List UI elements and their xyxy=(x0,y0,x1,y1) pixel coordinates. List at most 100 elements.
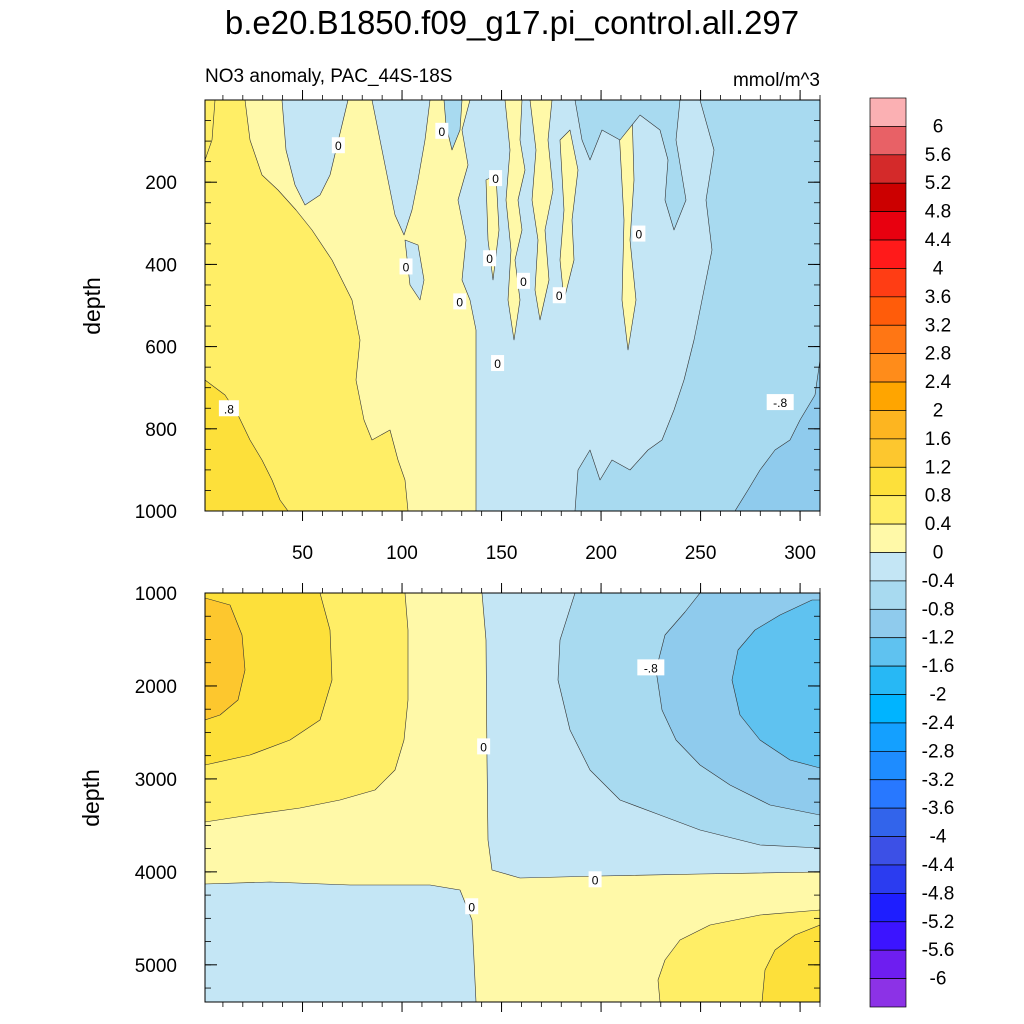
colorbar-swatch xyxy=(869,694,907,724)
colorbar-label: 2.4 xyxy=(925,372,952,393)
y-tick-label: 400 xyxy=(145,255,177,276)
y-tick-label: 200 xyxy=(145,173,177,194)
x-tick-label: 100 xyxy=(386,543,418,564)
x-tick-label: 200 xyxy=(585,543,617,564)
contour-label-bg xyxy=(766,394,794,411)
colorbar-swatch xyxy=(869,182,907,212)
colorbar-label: 0 xyxy=(933,543,944,564)
contour-label: 0 xyxy=(468,900,475,914)
colorbar-label: -3.2 xyxy=(922,770,955,791)
contour-label: 0 xyxy=(592,873,599,887)
colorbar-swatch xyxy=(869,211,907,241)
colorbar-swatch xyxy=(869,239,907,269)
upper-field-neg08 xyxy=(574,100,687,231)
colorbar-label: 2 xyxy=(933,400,944,421)
contour-label: -.8 xyxy=(773,396,787,410)
colorbar-swatch xyxy=(869,722,907,752)
contour-label-bg xyxy=(331,137,345,154)
upper-y-label: depth xyxy=(79,277,105,335)
colorbar-label: 1.2 xyxy=(925,457,951,478)
x-tick-label: 300 xyxy=(784,543,816,564)
colorbar-label: 0.4 xyxy=(925,514,952,535)
contour-label: 0 xyxy=(492,172,499,186)
colorbar-label: -5.6 xyxy=(922,940,955,961)
contour-label: 0 xyxy=(520,275,527,289)
colorbar-label: 3.2 xyxy=(925,315,951,336)
contour-label-bg xyxy=(483,250,497,267)
y-tick-label: 2000 xyxy=(135,677,177,698)
contour-label-bg xyxy=(588,871,602,888)
contour-label-bg xyxy=(477,738,491,755)
colorbar-label: 4.8 xyxy=(925,202,951,223)
contour-label: 0 xyxy=(556,289,563,303)
upper-field-pos04-patch xyxy=(205,100,216,161)
colorbar-label: 5.6 xyxy=(925,145,951,166)
contour-label: 0 xyxy=(480,740,487,754)
colorbar-swatch xyxy=(869,410,907,440)
upper-field-neg12 xyxy=(734,359,820,511)
contour-label-bg xyxy=(218,400,239,417)
contour-label: 0 xyxy=(494,357,501,371)
upper-field-blue-patch xyxy=(281,100,349,206)
y-tick-label: 600 xyxy=(145,338,177,359)
colorbar-label: -0.4 xyxy=(922,571,955,592)
upper-y-axis: 200 400 600 800 1000 xyxy=(135,99,820,523)
y-tick-label: 5000 xyxy=(135,956,177,977)
colorbar-label: -1.2 xyxy=(922,628,955,649)
colorbar-label: -2.4 xyxy=(922,713,955,734)
contour-label: 0 xyxy=(486,252,493,266)
contour-label-bg xyxy=(435,122,449,139)
chart-title: b.e20.B1850.f09_g17.pi_control.all.297 xyxy=(225,4,799,41)
contour-label: .8 xyxy=(224,402,234,416)
lower-field-pos08-se xyxy=(761,924,820,1002)
lower-contour-labels: 0 0 0 -.8 xyxy=(465,659,665,915)
colorbar-label: -2 xyxy=(930,685,947,706)
contour-label-bg xyxy=(491,355,505,372)
y-tick-label: 4000 xyxy=(135,863,177,884)
upper-field-neg08 xyxy=(574,100,820,511)
lower-y-label: depth xyxy=(78,769,104,827)
upper-field-pos04 xyxy=(205,100,409,511)
colorbar-swatch xyxy=(869,807,907,837)
colorbar-swatch xyxy=(869,665,907,695)
colorbar-swatch xyxy=(869,495,907,525)
colorbar-label: 0.8 xyxy=(925,486,951,507)
colorbar-label: -6 xyxy=(930,969,947,990)
colorbar-swatch xyxy=(869,126,907,156)
upper-x-axis: 50 100 150 200 250 300 xyxy=(222,90,821,564)
colorbar-label: 4.4 xyxy=(925,230,952,251)
colorbar-swatch xyxy=(869,381,907,411)
contour-label-bg xyxy=(632,225,646,242)
upper-field-tongue xyxy=(617,109,637,351)
colorbar-swatch xyxy=(869,154,907,184)
contour-label: 0 xyxy=(636,228,643,242)
lower-field-pos12 xyxy=(205,597,246,721)
colorbar-swatch xyxy=(869,864,907,894)
upper-contour-labels: 0 0 0 0 0 0 0 0 0 0 .8 -.8 xyxy=(218,122,794,417)
colorbar-label: 1.6 xyxy=(925,429,951,450)
colorbar-swatch xyxy=(869,921,907,951)
y-tick-label: 800 xyxy=(145,420,177,441)
chart-subtitle: NO3 anomaly, PAC_44S-18S xyxy=(205,66,452,87)
units-label: mmol/m^3 xyxy=(733,70,820,91)
colorbar-label: -3.6 xyxy=(922,798,955,819)
y-tick-label: 1000 xyxy=(135,584,177,605)
contour-label-bg xyxy=(489,170,503,187)
colorbar-swatch xyxy=(869,637,907,667)
colorbar: 6 5.6 5.2 4.8 4.4 4 3.6 3.2 2.8 2.4 2 1.6 1.2 0.8 0.4 0… xyxy=(869,97,955,1008)
colorbar-label: -4 xyxy=(930,827,947,848)
contour-label-bg xyxy=(399,258,413,275)
colorbar-swatch xyxy=(869,978,907,1008)
colorbar-label: -4.8 xyxy=(922,883,955,904)
colorbar-label: -5.2 xyxy=(922,912,955,933)
contour-label-bg xyxy=(453,293,467,310)
contour-label: 0 xyxy=(335,139,342,153)
x-tick-label: 150 xyxy=(486,543,518,564)
upper-field-neg08 xyxy=(443,100,463,151)
contour-label: 0 xyxy=(403,260,410,274)
colorbar-swatch xyxy=(869,949,907,979)
colorbar-label: 4 xyxy=(933,258,944,279)
lower-field-neg16 xyxy=(731,599,820,769)
